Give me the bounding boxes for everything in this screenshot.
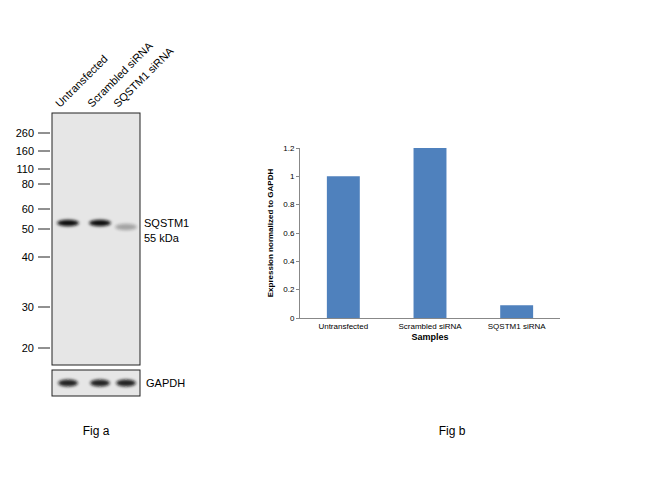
svg-text:1: 1 — [290, 172, 295, 181]
svg-text:SQSTM1: SQSTM1 — [144, 217, 189, 229]
svg-text:Untransfected: Untransfected — [53, 53, 110, 110]
svg-text:Scrambled siRNA: Scrambled siRNA — [398, 322, 462, 331]
svg-text:0.8: 0.8 — [283, 200, 295, 209]
svg-text:SQSTM1 siRNA: SQSTM1 siRNA — [488, 322, 546, 331]
svg-text:80: 80 — [22, 178, 34, 190]
svg-text:0.4: 0.4 — [283, 257, 295, 266]
svg-text:Scrambled siRNA: Scrambled siRNA — [85, 39, 155, 109]
svg-text:160: 160 — [16, 145, 34, 157]
svg-text:Expression normalized to GAPDH: Expression normalized to GAPDH — [266, 169, 275, 298]
svg-text:Untransfected: Untransfected — [318, 322, 368, 331]
svg-text:260: 260 — [16, 127, 34, 139]
svg-text:GAPDH: GAPDH — [146, 377, 185, 389]
svg-text:30: 30 — [22, 301, 34, 313]
svg-text:Fig a: Fig a — [83, 424, 110, 438]
svg-text:40: 40 — [22, 251, 34, 263]
svg-text:0.2: 0.2 — [283, 285, 295, 294]
svg-text:110: 110 — [16, 163, 34, 175]
svg-text:55 kDa: 55 kDa — [144, 232, 180, 244]
svg-text:50: 50 — [22, 223, 34, 235]
svg-text:SQSTM1 siRNA: SQSTM1 siRNA — [111, 44, 176, 109]
svg-text:0.6: 0.6 — [283, 229, 295, 238]
svg-text:Fig b: Fig b — [439, 424, 466, 438]
svg-text:1.2: 1.2 — [283, 144, 295, 153]
svg-text:0: 0 — [290, 314, 295, 323]
svg-text:Samples: Samples — [411, 332, 448, 342]
svg-text:20: 20 — [22, 342, 34, 354]
svg-text:60: 60 — [22, 203, 34, 215]
